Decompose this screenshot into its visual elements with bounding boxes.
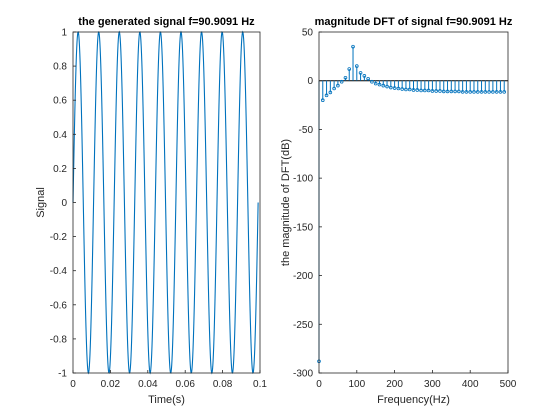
dft-stem-marker (385, 84, 389, 89)
signal-title: the generated signal f=90.9091 Hz (78, 16, 255, 28)
signal-y-tick-label: 0.8 (53, 62, 67, 73)
dft-stem-marker (354, 64, 359, 68)
dft-stem-marker (351, 44, 355, 49)
dft-stem-marker (449, 89, 454, 94)
dft-stem-marker (332, 86, 336, 91)
dft-stem-marker (419, 88, 423, 93)
signal-ylabel: Signal (35, 187, 47, 218)
dft-y-tick-label: -200 (293, 271, 313, 282)
dft-stem-marker (358, 71, 363, 75)
dft-x-tick-label: 300 (424, 379, 441, 390)
dft-stem-marker (464, 90, 469, 94)
signal-y-tick-label: -0.2 (50, 232, 68, 243)
signal-y-tick-label: 1 (61, 28, 67, 39)
signal-line (72, 30, 259, 375)
signal-y-tick-label: 0 (61, 198, 67, 209)
dft-stem-marker (438, 89, 442, 93)
signal-x-tick-label: 0.06 (175, 379, 195, 390)
dft-stem-marker (362, 74, 367, 78)
dft-y-tick-label: 0 (307, 76, 313, 87)
signal-y-tick-label: -1 (58, 369, 67, 380)
dft-stem-marker (445, 89, 450, 94)
dft-title: magnitude DFT of signal f=90.9091 Hz (315, 16, 513, 28)
dft-x-tick-label: 0 (316, 379, 322, 390)
dft-y-tick-label: -300 (293, 369, 313, 380)
dft-stem-marker (381, 83, 386, 88)
dft-stem-marker (411, 88, 416, 92)
dft-y-tick-label: -50 (299, 125, 314, 136)
dft-stem-marker (407, 87, 412, 92)
signal-y-ticks: 1 0.8 0.6 0.4 0.2 0 -0.2 -0.4 -0.6 -0.8 -1 (50, 28, 76, 380)
dft-stem-marker (502, 90, 507, 94)
dft-plot-frame (318, 31, 509, 374)
dft-stem-marker (479, 90, 484, 94)
dft-stem-marker (400, 87, 404, 91)
dft-stem-marker (366, 76, 370, 81)
dft-stem-marker (472, 90, 476, 94)
signal-plot: 0 0.02 0.04 0.06 0.08 0.1 1 0.8 0.6 0.4 0.2 0 -0.2 -… (35, 16, 267, 406)
dft-stem-marker (483, 90, 488, 94)
dft-xlabel: Frequency(Hz) (377, 394, 450, 406)
dft-stem-marker (328, 90, 333, 95)
dft-ylabel: the magnitude of DFT(dB) (280, 139, 292, 266)
signal-y-tick-label: 0.2 (53, 164, 67, 175)
signal-y-tick-label: -0.4 (50, 266, 68, 277)
dft-y-ticks: 50 0 -50 -100 -150 -200 -250 -300 (293, 28, 322, 380)
dft-stem-marker (498, 90, 503, 94)
signal-x-ticks: 0 0.02 0.04 0.06 0.08 0.1 (70, 370, 267, 390)
signal-y-tick-label: 0.4 (53, 130, 67, 141)
dft-x-tick-label: 400 (462, 379, 479, 390)
dft-x-ticks: 0 100 200 300 400 500 (316, 370, 517, 390)
dft-y-tick-label: -150 (293, 222, 313, 233)
dft-stem-marker (460, 90, 465, 94)
signal-y-tick-label: 0.6 (53, 96, 67, 107)
dft-stem-marker (430, 89, 435, 93)
dft-x-tick-label: 100 (348, 379, 365, 390)
dft-stem-marker (475, 90, 480, 94)
signal-series (72, 30, 259, 375)
dft-x-tick-label: 500 (500, 379, 517, 390)
dft-stem-marker (423, 88, 427, 93)
dft-stem-marker (491, 90, 495, 94)
dft-stem-marker (415, 88, 420, 92)
signal-x-tick-label: 0.1 (253, 379, 267, 390)
dft-stem-marker (373, 81, 378, 86)
dft-stem-marker (320, 98, 325, 102)
dft-stem-marker (457, 89, 461, 94)
dft-plot: 0 100 200 300 400 500 500-50-100-150-200-250-… (280, 16, 517, 406)
dft-y-tick-label: -250 (293, 320, 313, 331)
signal-x-tick-label: 0.02 (101, 379, 121, 390)
dft-stem-marker (343, 75, 348, 80)
signal-x-tick-label: 0.08 (213, 379, 233, 390)
dft-x-tick-label: 200 (386, 379, 403, 390)
dft-stem-marker (396, 86, 401, 91)
dft-y-tick-label: 50 (302, 28, 314, 39)
signal-y-tick-label: -0.6 (50, 300, 68, 311)
dft-stem-marker (426, 88, 431, 93)
signal-y-tick-label: -0.8 (50, 334, 68, 345)
dft-y-tick-label: -100 (293, 174, 313, 185)
dft-stem-marker (347, 67, 352, 71)
signal-x-tick-label: 0.04 (138, 379, 158, 390)
signal-x-tick-label: 0 (70, 379, 76, 390)
dft-stem-marker (404, 87, 408, 92)
dft-stem-marker (370, 79, 374, 84)
signal-xlabel: Time(s) (148, 394, 185, 406)
dft-stem-marker (453, 89, 457, 94)
dft-stem-marker (339, 79, 344, 84)
dft-stem-marker (441, 89, 446, 94)
dft-stem-marker (389, 85, 393, 90)
dft-stem-marker (494, 90, 499, 94)
dft-stem-marker (487, 90, 491, 94)
dft-stem-marker (377, 82, 382, 87)
dft-stem-marker (324, 93, 329, 98)
dft-stem-marker (468, 90, 473, 94)
dft-stem-marker (434, 89, 438, 93)
dft-stem-marker (336, 83, 340, 88)
dft-stem-marker (392, 86, 397, 90)
